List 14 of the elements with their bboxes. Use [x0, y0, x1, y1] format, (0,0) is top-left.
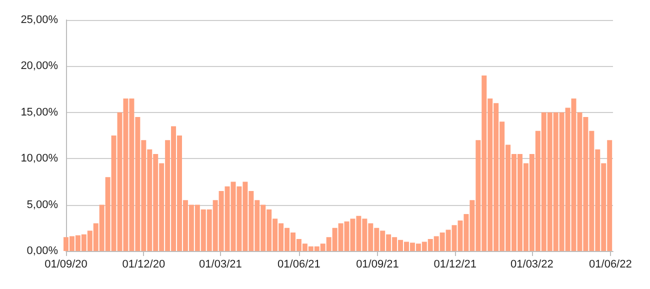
x-tick-label: 01/09/20 [44, 258, 88, 270]
y-tick-label: 10,00% [20, 152, 58, 165]
x-tick-label: 01/06/21 [278, 258, 320, 270]
y-tick-label: 5,00% [26, 198, 58, 211]
x-tick-label: 01/12/21 [434, 258, 477, 270]
x-tick-label: 01/12/20 [122, 258, 166, 270]
x-tick-label: 01/06/22 [589, 258, 632, 270]
x-tick-label: 01/03/21 [199, 258, 242, 270]
y-tick-label: 15,00% [20, 106, 58, 118]
x-tick-label: 01/03/22 [510, 258, 554, 270]
y-tick-label: 0,00% [26, 245, 58, 257]
y-tick-label: 25,00% [20, 14, 58, 26]
x-tick-label: 01/09/21 [356, 258, 399, 270]
y-tick-label: 20,00% [20, 60, 58, 72]
